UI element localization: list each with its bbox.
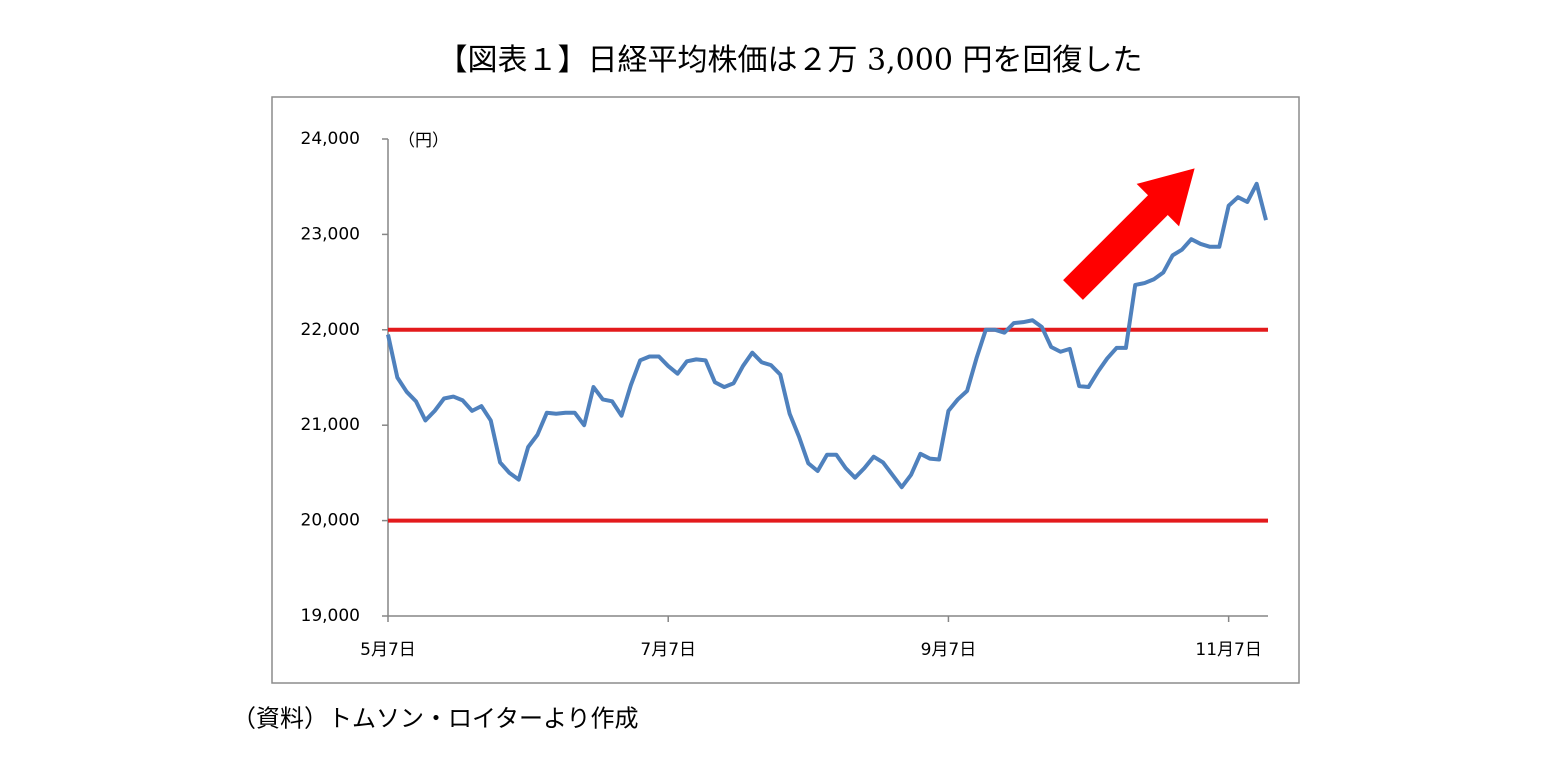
data-line [386,181,1268,490]
y-tick-label: 24,000 [301,129,360,149]
source-note: （資料）トムソン・ロイターより作成 [232,705,639,733]
y-tick-label: 22,000 [301,320,360,340]
x-tick-label: 11月7日 [1195,640,1261,660]
chart-frame [271,96,1300,684]
chart-title: 【図表１】日経平均株価は２万 3,000 円を回復した [438,43,1143,78]
x-tick-label: 5月7日 [360,640,416,660]
y-tick-label: 21,000 [301,415,360,435]
y-tick-label: 20,000 [301,511,360,531]
arrow-shaft [1063,191,1172,300]
y-tick-label: 23,000 [301,224,360,244]
x-tick-label: 9月7日 [921,640,977,660]
trend-arrow [1063,168,1195,300]
x-tick-label: 7月7日 [640,640,696,660]
arrow-head [1136,168,1195,227]
y-unit-label: （円） [398,131,449,151]
y-tick-label: 19,000 [301,606,360,626]
